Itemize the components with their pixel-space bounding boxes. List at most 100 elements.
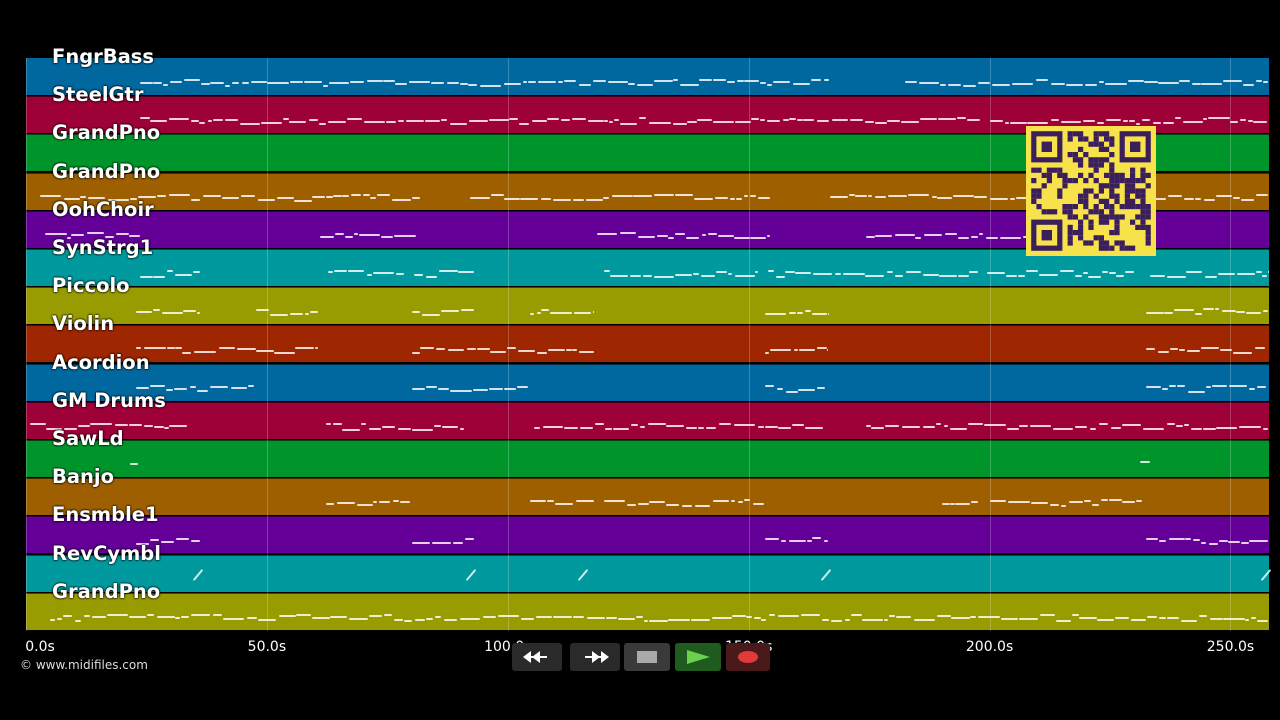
- note: [572, 348, 577, 351]
- note: [895, 234, 915, 237]
- note: [957, 237, 970, 240]
- note: [778, 426, 792, 429]
- note: [978, 615, 1000, 618]
- note: [129, 423, 142, 426]
- note: [154, 425, 164, 428]
- note: [277, 197, 294, 200]
- note: [793, 348, 798, 351]
- note: [1127, 80, 1144, 82]
- note: [564, 427, 578, 430]
- note: [1214, 308, 1220, 311]
- note: [169, 424, 188, 427]
- note: [50, 619, 56, 622]
- note: [1035, 79, 1048, 82]
- track-lane: [26, 478, 1269, 516]
- note: [412, 388, 426, 391]
- note: [974, 196, 988, 199]
- note: [785, 271, 795, 274]
- note: [1255, 193, 1268, 196]
- track-divider: [26, 172, 1269, 174]
- note: [169, 117, 190, 120]
- note: [942, 503, 950, 506]
- note: [1084, 499, 1091, 502]
- note: [289, 80, 304, 83]
- note: [894, 275, 904, 278]
- note: [1223, 80, 1242, 83]
- note: [558, 81, 563, 84]
- note: [834, 272, 841, 275]
- note: [732, 615, 746, 618]
- note: [433, 425, 442, 428]
- note: [482, 615, 497, 618]
- record-button[interactable]: [726, 643, 770, 671]
- note: [541, 308, 550, 311]
- note: [1146, 347, 1155, 350]
- note: [905, 81, 917, 84]
- note: [744, 194, 749, 197]
- note: [1170, 348, 1179, 351]
- note: [1206, 385, 1211, 388]
- note: [653, 275, 675, 278]
- note: [666, 424, 685, 427]
- track-divider: [26, 440, 1269, 441]
- note: [781, 540, 787, 543]
- qr-code-icon: [1026, 126, 1156, 256]
- note: [359, 234, 381, 237]
- note: [181, 616, 190, 619]
- fast-forward-button[interactable]: [570, 643, 620, 671]
- playback-controls: [512, 643, 770, 671]
- note: [406, 120, 424, 123]
- note: [626, 503, 636, 506]
- note: [579, 84, 592, 87]
- note: [609, 120, 614, 123]
- rewind-icon: [523, 651, 547, 663]
- note: [441, 426, 459, 429]
- note: [674, 274, 692, 277]
- note: [633, 195, 652, 198]
- note: [579, 351, 594, 354]
- note: [1050, 82, 1065, 85]
- note: [548, 348, 565, 351]
- note: [210, 385, 229, 388]
- note: [183, 310, 196, 313]
- note: [1201, 541, 1207, 544]
- note: [1084, 84, 1097, 87]
- note: [383, 79, 396, 82]
- note: [642, 274, 652, 277]
- note: [1199, 614, 1208, 617]
- note: [989, 198, 1008, 201]
- note: [638, 236, 655, 239]
- note: [1006, 274, 1017, 277]
- note: [1157, 350, 1170, 353]
- note: [153, 309, 160, 312]
- note: [848, 194, 855, 197]
- note: [915, 237, 921, 240]
- note: [319, 122, 327, 125]
- note: [1257, 619, 1268, 622]
- note: [196, 390, 209, 393]
- note: [957, 274, 969, 277]
- note: [1140, 461, 1150, 464]
- note: [64, 427, 77, 430]
- note: [1158, 540, 1167, 543]
- note: [350, 194, 361, 197]
- note: [750, 117, 760, 120]
- note: [437, 388, 449, 391]
- note: [630, 275, 641, 278]
- note: [1129, 120, 1135, 123]
- note: [760, 118, 766, 121]
- note: [194, 350, 217, 353]
- note: [503, 82, 522, 85]
- note: [384, 614, 392, 617]
- play-button[interactable]: [675, 643, 721, 671]
- note: [696, 119, 713, 122]
- stop-icon: [637, 651, 657, 663]
- stop-button[interactable]: [624, 643, 670, 671]
- note: [765, 538, 779, 541]
- note: [699, 79, 713, 82]
- track-lane: [26, 58, 1269, 95]
- rewind-button[interactable]: [512, 643, 562, 671]
- note: [114, 423, 129, 426]
- note: [1209, 543, 1219, 546]
- note: [823, 79, 830, 82]
